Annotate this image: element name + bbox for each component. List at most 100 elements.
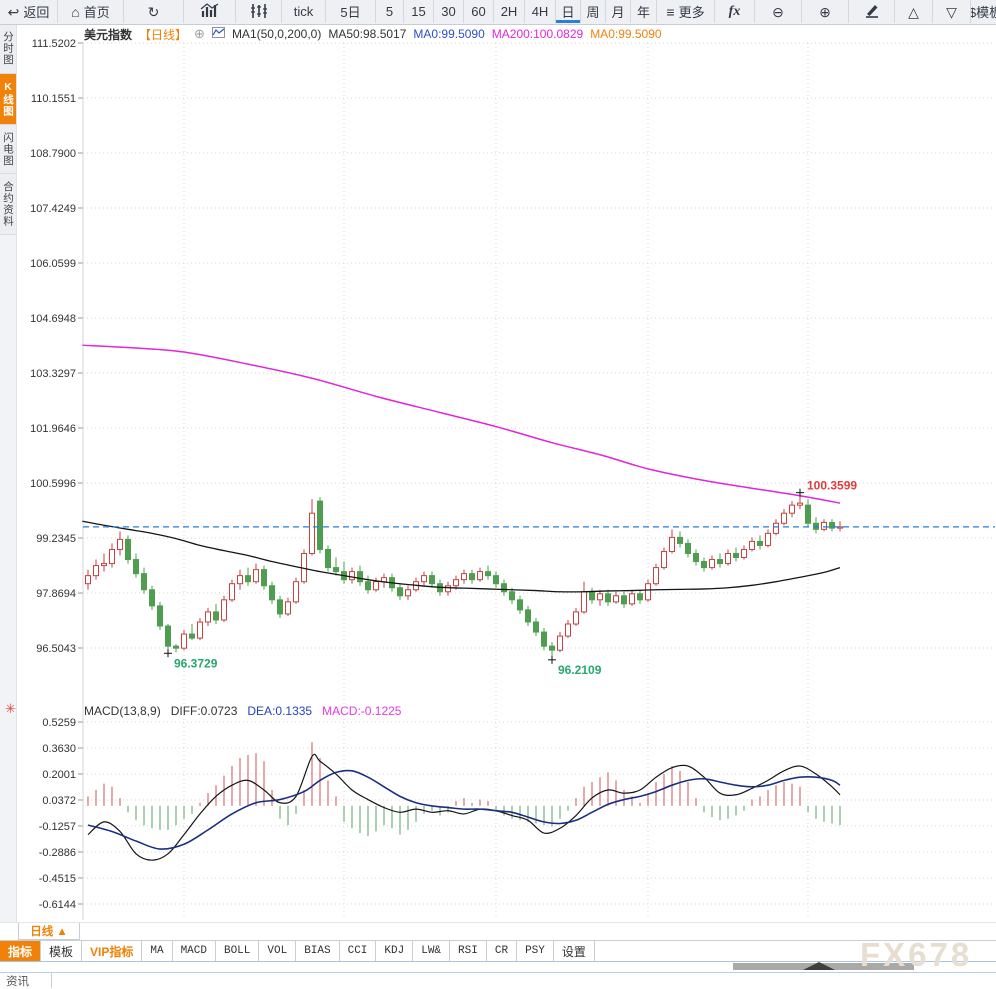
- svg-text:-0.2886: -0.2886: [39, 847, 76, 859]
- bottom-tab[interactable]: 指标: [0, 941, 42, 961]
- toolbar-button-bar-chart-view[interactable]: [184, 0, 236, 23]
- toolbar-button-label: 15: [411, 4, 426, 19]
- bottom-tab[interactable]: 设置: [554, 941, 595, 961]
- toolbar-button-label: 月: [611, 5, 625, 20]
- low-price-label: 96.3729: [174, 656, 218, 670]
- toolbar-button-triangle-up[interactable]: △: [895, 0, 933, 23]
- toolbar-button-label: 60: [471, 4, 486, 19]
- svg-text:104.6948: 104.6948: [30, 313, 76, 325]
- sidebar-tab[interactable]: K线图: [0, 73, 16, 125]
- toolbar-button-tf-year[interactable]: 年: [631, 0, 657, 23]
- bottom-tab[interactable]: PSY: [517, 941, 554, 961]
- svg-text:-0.4515: -0.4515: [39, 873, 76, 885]
- svg-text:99.2345: 99.2345: [36, 533, 76, 545]
- svg-text:111.5202: 111.5202: [32, 38, 76, 50]
- chart-canvas[interactable]: 111.5202 110.1551 108.7900 107.4249 106.0599…: [16, 24, 996, 940]
- toolbar-button-tf-60[interactable]: 60: [464, 0, 494, 23]
- toolbar-button-draw[interactable]: [849, 0, 895, 23]
- panel-drag-handle[interactable]: [733, 962, 914, 970]
- candles: [85, 492, 843, 660]
- toolbar-button-formula[interactable]: fx: [715, 0, 755, 23]
- toolbar-button-refresh[interactable]: ↻: [124, 0, 184, 23]
- bottom-tab[interactable]: RSI: [450, 941, 487, 961]
- sidebar-tab[interactable]: 分时图: [0, 24, 16, 74]
- macd-header: MACD(13,8,9) DIFF:0.0723 DEA:0.1335 MACD…: [84, 703, 401, 718]
- bottom-tab[interactable]: BOLL: [216, 941, 260, 961]
- toolbar-button-tf-5d[interactable]: 5日: [326, 0, 376, 23]
- toolbar-button-label: 30: [441, 4, 456, 19]
- bottom-tab[interactable]: LW&: [413, 941, 451, 961]
- toolbar-button-tf-2h[interactable]: 2H: [494, 0, 525, 23]
- toolbar-button-candlestick-view[interactable]: [236, 0, 282, 23]
- macd-macd-value: MACD:-0.1225: [322, 703, 402, 718]
- high-price-label: 100.3599: [807, 479, 857, 493]
- period-tag: 【日线】: [139, 27, 188, 42]
- bottom-tab[interactable]: KDJ: [376, 941, 414, 961]
- ma200-value: MA200:100.0829: [491, 27, 584, 41]
- toolbar-button-label: tick: [293, 4, 314, 19]
- circle-plus-icon[interactable]: ⊕: [194, 26, 205, 41]
- svg-text:-0.6144: -0.6144: [39, 899, 76, 911]
- sidebar-tab[interactable]: 合约资料: [0, 174, 16, 235]
- svg-text:97.8694: 97.8694: [36, 588, 76, 600]
- bottom-tab[interactable]: VOL: [259, 941, 297, 961]
- toolbar-button-label: 年: [636, 5, 650, 20]
- toolbar-button-label: 日: [561, 5, 575, 20]
- toolbar-button-tf-30[interactable]: 30: [434, 0, 464, 23]
- toolbar-button-tf-month[interactable]: 月: [606, 0, 631, 23]
- toolbar-button-tf-5[interactable]: 5: [376, 0, 404, 23]
- ma0-value-2: MA0:99.5090: [590, 27, 662, 41]
- svg-text:103.3297: 103.3297: [30, 368, 76, 380]
- bottom-tab[interactable]: MA: [142, 941, 173, 961]
- bar-chart-icon: [200, 2, 219, 21]
- news-tab[interactable]: 资讯: [0, 973, 52, 988]
- toolbar-button-tf-week[interactable]: 周: [581, 0, 606, 23]
- refresh-icon: ↻: [147, 3, 160, 20]
- price-markers: 100.3599 96.3729 96.2109: [164, 479, 857, 677]
- toolbar-button-label: 5: [385, 4, 394, 19]
- bottom-tab[interactable]: CR: [487, 941, 518, 961]
- toolbar-button-label: 首页: [83, 5, 110, 20]
- sidebar-tab[interactable]: 闪电图: [0, 124, 16, 174]
- pencil-icon: [864, 3, 880, 20]
- indicator-settings-icon[interactable]: ✳: [5, 701, 16, 716]
- toolbar-button-zoom-in[interactable]: ⊕: [802, 0, 849, 23]
- toolbar-button-more[interactable]: ≡ 更多: [657, 0, 715, 23]
- svg-text:107.4249: 107.4249: [30, 203, 76, 215]
- news-bar: 资讯: [0, 972, 996, 988]
- toolbar-button-sim-trade[interactable]: $模板: [971, 0, 996, 23]
- bottom-tab[interactable]: MACD: [173, 941, 216, 961]
- toolbar-button-zoom-out[interactable]: ⊖: [755, 0, 802, 23]
- ma0-value: MA0:99.5090: [413, 27, 485, 41]
- dea-line: [87, 769, 841, 850]
- bottom-tab[interactable]: CCI: [340, 941, 377, 961]
- x-axis-row: 日线 ▲: [0, 922, 996, 940]
- ma200-line: [82, 344, 841, 504]
- low-price-label: 96.2109: [558, 663, 602, 677]
- expand-arrow-icon: [803, 962, 835, 970]
- toolbar-button-triangle-down[interactable]: ▽: [933, 0, 971, 23]
- toolbar-button-tf-day[interactable]: 日: [556, 0, 581, 23]
- toolbar-button-tf-4h[interactable]: 4H: [525, 0, 556, 23]
- zoom-in-icon: ⊕: [819, 3, 831, 20]
- left-sidebar: 分时图 K线图 闪电图 合约资料: [0, 24, 17, 922]
- home-icon: ⌂: [71, 3, 80, 20]
- bottom-tab[interactable]: VIP指标: [82, 941, 143, 961]
- toolbar-button-label: 更多: [678, 5, 705, 20]
- bottom-tab[interactable]: 模板: [41, 941, 83, 961]
- period-selector[interactable]: 日线 ▲: [18, 923, 80, 940]
- svg-text:0.2001: 0.2001: [42, 769, 76, 781]
- toolbar-button-back[interactable]: ↩ 返回: [0, 0, 58, 23]
- grid: [16, 42, 996, 940]
- bottom-tab[interactable]: BIAS: [296, 941, 340, 961]
- candlestick-icon: [250, 3, 268, 21]
- svg-text:106.0599: 106.0599: [30, 258, 76, 270]
- triangle-up-icon: △: [908, 3, 919, 20]
- svg-text:110.1551: 110.1551: [31, 93, 76, 105]
- toolbar-button-label: fx: [728, 3, 741, 19]
- svg-text:108.7900: 108.7900: [30, 148, 76, 160]
- toolbar-button-tf-15[interactable]: 15: [404, 0, 434, 23]
- toolbar-button-tick-view[interactable]: tick: [282, 0, 326, 23]
- toolbar-button-home[interactable]: ⌂ 首页: [58, 0, 124, 23]
